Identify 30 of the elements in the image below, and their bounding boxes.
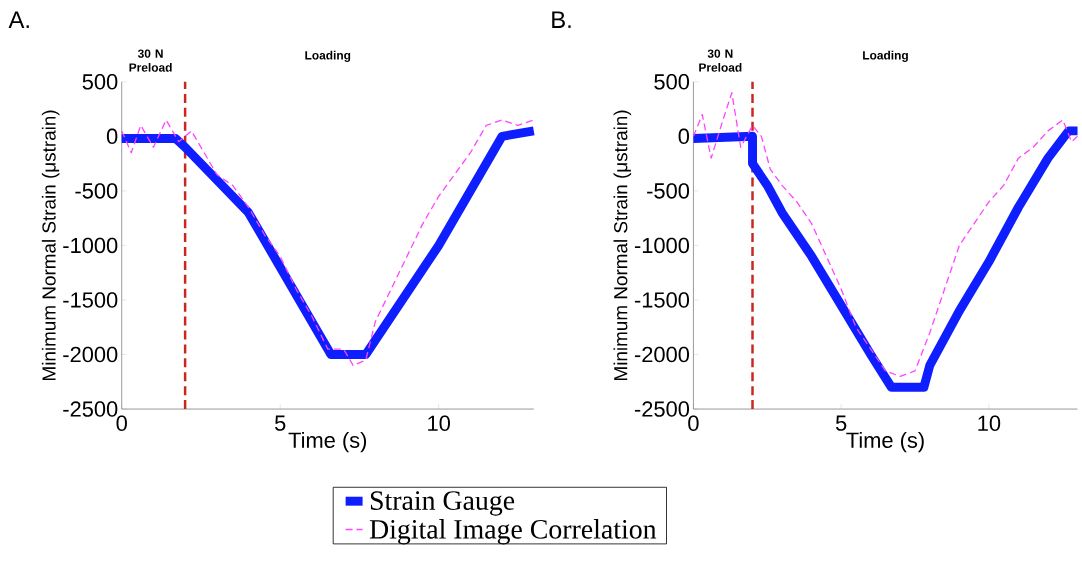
y-axis-title: Minimum Normal Strain (μstrain): [41, 110, 60, 381]
y-tick-label: 500: [654, 74, 690, 90]
y-tick-label: -2000: [634, 346, 690, 363]
y-axis-title: Minimum Normal Strain (μstrain): [613, 110, 632, 381]
y-tick-label: -1000: [63, 237, 118, 254]
y-tick-label: 0: [678, 128, 690, 145]
legend-label: Strain Gauge: [370, 491, 515, 516]
x-tick-label: 5: [835, 415, 847, 431]
legend-label: Digital Image Correlation: [369, 519, 657, 545]
text: 30 N Preload: [129, 49, 172, 72]
text: Loading: [863, 50, 908, 63]
y-tick-label: -1500: [63, 292, 118, 308]
x-tick-label: 5: [275, 415, 286, 431]
chart-title: A.: [8, 11, 29, 29]
x-axis-title: Time (s): [846, 432, 924, 453]
y-tick-label: 500: [82, 74, 118, 90]
chart-title: B.: [552, 11, 571, 29]
x-axis-title: Time (s): [288, 432, 367, 453]
y-tick-label: -2000: [63, 346, 118, 363]
y-tick-label: 0: [106, 128, 118, 145]
y-tick-label: -1500: [634, 292, 690, 308]
y-tick-label: -1000: [634, 237, 690, 254]
text: Loading: [305, 50, 351, 63]
text: 30 N Preload: [699, 49, 742, 72]
x-tick-label: 10: [428, 415, 450, 432]
y-tick-label: -500: [647, 183, 690, 199]
x-tick-label: 10: [978, 415, 1001, 432]
y-tick-label: -2500: [634, 401, 690, 417]
y-tick-label: -2500: [63, 401, 118, 417]
y-tick-label: -500: [75, 183, 118, 199]
